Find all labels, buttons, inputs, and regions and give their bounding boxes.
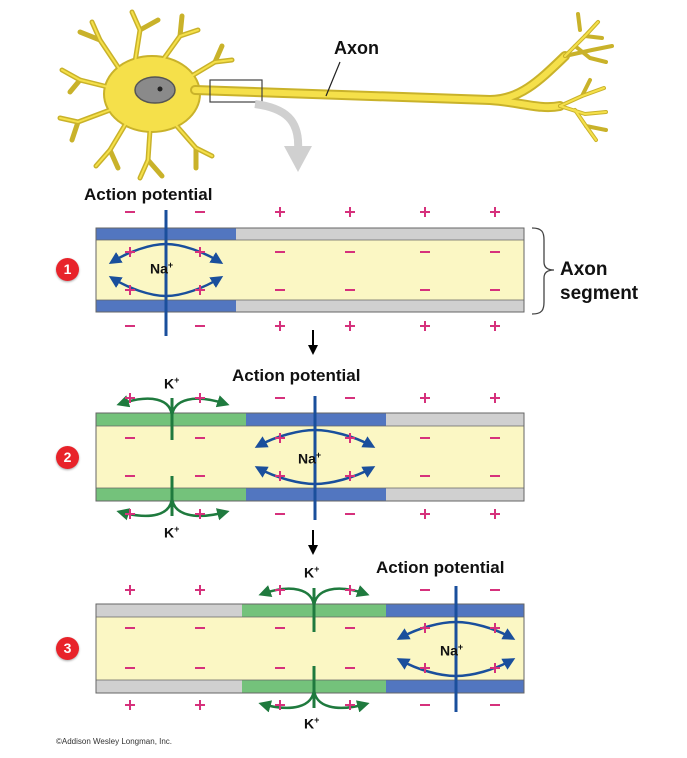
k-ion-label-3-top: K+ xyxy=(304,564,319,581)
zoom-box xyxy=(209,79,263,103)
panel-2 xyxy=(95,393,525,521)
charge-sup: + xyxy=(457,642,464,652)
plus-sign xyxy=(345,700,355,710)
plus-sign xyxy=(345,321,355,331)
plus-sign xyxy=(195,700,205,710)
plus-sign xyxy=(345,207,355,217)
charge-sup: + xyxy=(174,524,180,534)
membrane-bottom-resting xyxy=(96,680,242,693)
plus-sign xyxy=(490,207,500,217)
plus-sign xyxy=(345,433,355,443)
na-ion-label-1: Na+ xyxy=(150,260,173,277)
axon-label: Axon xyxy=(334,38,379,58)
step-badge-3: 3 xyxy=(56,637,79,660)
panel-3 xyxy=(95,585,525,713)
membrane-top-resting xyxy=(236,228,524,240)
axon-segment-line2: segment xyxy=(560,283,639,304)
plus-sign xyxy=(345,585,355,595)
plus-sign xyxy=(490,393,500,403)
membrane-top-resting xyxy=(386,413,524,426)
axon-label-leader xyxy=(325,61,341,97)
membrane-top-resting xyxy=(96,604,242,617)
action-potential-label-2: Action potential xyxy=(232,366,361,385)
k-text: K xyxy=(304,564,315,581)
plus-sign xyxy=(275,321,285,331)
plus-sign xyxy=(420,509,430,519)
plus-sign xyxy=(420,321,430,331)
copyright-text: ©Addison Wesley Longman, Inc. xyxy=(56,737,173,746)
plus-sign xyxy=(275,585,285,595)
charge-sup: + xyxy=(314,564,320,574)
plus-sign xyxy=(490,623,500,633)
step-badge-1: 1 xyxy=(56,258,79,281)
plus-sign xyxy=(125,700,135,710)
plus-sign xyxy=(490,509,500,519)
panel-1 xyxy=(95,207,555,336)
charge-sup: + xyxy=(174,375,180,385)
plus-sign xyxy=(275,700,285,710)
plus-sign xyxy=(195,285,205,295)
charge-sup: + xyxy=(315,450,322,460)
plus-sign xyxy=(125,585,135,595)
axon-segment-brace xyxy=(531,227,555,315)
action-potential-label-1: Action potential xyxy=(84,185,213,204)
plus-sign xyxy=(420,393,430,403)
charge-sup: + xyxy=(167,260,174,270)
charge-signs xyxy=(125,393,500,519)
charge-signs xyxy=(125,207,500,331)
membrane-bottom-resting xyxy=(386,488,524,501)
plus-sign xyxy=(490,321,500,331)
plus-sign xyxy=(195,509,205,519)
k-text: K xyxy=(164,375,175,392)
action-potential-label-3: Action potential xyxy=(376,558,505,577)
plus-sign xyxy=(125,247,135,257)
plus-sign xyxy=(125,509,135,519)
na-ion-label-2: Na+ xyxy=(298,450,321,467)
neuron-illustration xyxy=(57,9,614,181)
plus-sign xyxy=(420,663,430,673)
plus-sign xyxy=(125,393,135,403)
na-ion-label-3: Na+ xyxy=(440,642,463,659)
plus-sign xyxy=(490,663,500,673)
plus-sign xyxy=(275,207,285,217)
axon-segment-label: Axon segment xyxy=(560,258,638,306)
na-text: Na xyxy=(298,450,316,467)
na-text: Na xyxy=(440,642,458,659)
k-text: K xyxy=(304,715,315,732)
plus-sign xyxy=(345,471,355,481)
charge-sup: + xyxy=(314,715,320,725)
k-ion-label-2-bottom: K+ xyxy=(164,524,179,541)
na-text: Na xyxy=(150,260,168,277)
axon-segment-line1: Axon xyxy=(560,259,608,280)
charge-signs xyxy=(125,585,500,710)
plus-sign xyxy=(195,393,205,403)
membrane-bottom-resting xyxy=(236,300,524,312)
zoom-arrow xyxy=(254,100,303,151)
plus-sign xyxy=(420,207,430,217)
plus-sign xyxy=(125,285,135,295)
plus-sign xyxy=(275,433,285,443)
plus-sign xyxy=(420,623,430,633)
k-ion-label-3-bottom: K+ xyxy=(304,715,319,732)
plus-sign xyxy=(195,247,205,257)
plus-sign xyxy=(275,471,285,481)
k-ion-label-2-top: K+ xyxy=(164,375,179,392)
step-badge-2: 2 xyxy=(56,446,79,469)
plus-sign xyxy=(195,585,205,595)
k-text: K xyxy=(164,524,175,541)
